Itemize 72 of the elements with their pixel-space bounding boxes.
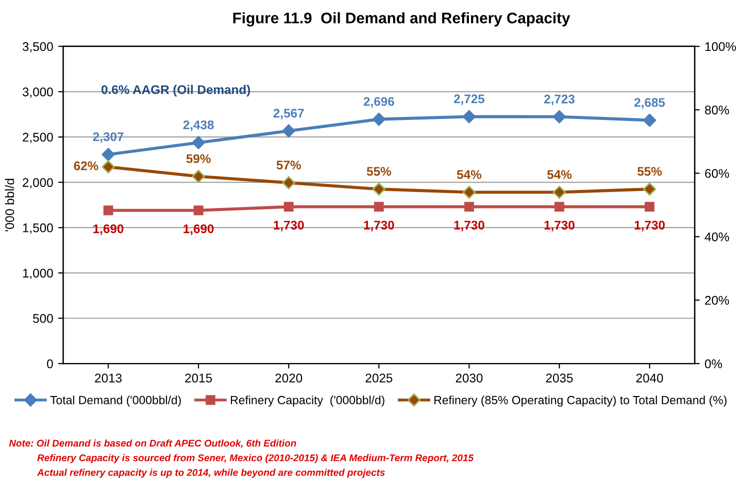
x-tick-label: 2015	[185, 374, 212, 382]
data-label: 54%	[457, 170, 482, 179]
point	[102, 160, 115, 174]
point	[372, 182, 386, 196]
data-label: 1,690	[184, 224, 214, 236]
y-axis-title: '000 bbl/d	[4, 178, 14, 232]
data-label: 1,730	[634, 220, 665, 232]
text: Note: Oil Demand is based on Draft APEC Outlook, 6th Edition	[9, 439, 296, 448]
data-label: 2,696	[364, 97, 394, 108]
data-label: 1,690	[93, 224, 124, 236]
y-tick-label: 3,500	[22, 42, 53, 52]
x-tick-label: 2020	[275, 374, 302, 382]
data-label: 2,723	[544, 94, 575, 106]
point	[643, 114, 656, 127]
data-label: 1,730	[364, 220, 394, 232]
annotation: 0.6% AAGR (Oil Demand)	[102, 84, 250, 97]
point	[102, 148, 115, 162]
point	[644, 202, 654, 212]
point	[284, 202, 294, 212]
data-label: 1,730	[544, 220, 574, 232]
point	[374, 202, 384, 212]
data-label: 1,730	[454, 220, 484, 232]
x-tick-label: 2013	[94, 374, 122, 382]
data-label: 2,725	[454, 94, 484, 106]
data-label: 62%	[74, 161, 98, 170]
point	[464, 202, 474, 212]
data-label: 59%	[186, 154, 211, 164]
x-tick-label: 2030	[456, 374, 483, 382]
x-tick-label: 2040	[636, 374, 664, 382]
data-label: 55%	[637, 166, 662, 176]
y-tick-label: 1,500	[23, 223, 53, 234]
point	[372, 112, 386, 126]
legend-label: Total Demand ('000bbl/d)	[50, 396, 181, 407]
y2-tick-label: 0%	[704, 359, 722, 368]
x-tick-label: 2025	[366, 374, 392, 382]
point	[192, 136, 206, 150]
y2-tick-label: 60%	[705, 169, 729, 178]
y2-tick-label: 40%	[704, 232, 729, 242]
y2-tick-label: 80%	[704, 106, 729, 114]
point	[462, 110, 476, 124]
point	[282, 176, 296, 190]
y-tick-label: 1,000	[23, 268, 53, 280]
data-label: 2,438	[183, 120, 214, 132]
y2-tick-label: 100%	[705, 42, 736, 52]
point	[194, 206, 204, 216]
point	[462, 186, 476, 199]
y-tick-label: 2,000	[22, 178, 53, 188]
y2-tick-label: 20%	[705, 296, 729, 305]
text: Actual refinery capacity is up to 2014, while beyond are committed projects	[36, 468, 385, 478]
point	[554, 202, 564, 212]
data-label: 1,730	[274, 220, 304, 232]
chart-title: Figure 11.9 Oil Demand and Refinery Capacity	[233, 12, 570, 27]
point	[643, 182, 656, 196]
data-label: 57%	[276, 160, 301, 170]
point	[103, 206, 114, 216]
y-tick-label: 3,000	[22, 87, 53, 98]
x-tick-label: 2035	[546, 374, 573, 382]
legend-label: Refinery Capacity ('000bbl/d)	[230, 396, 384, 407]
point	[552, 186, 566, 199]
data-label: 2,307	[93, 132, 124, 143]
y-tick-label: 0	[46, 359, 53, 368]
point	[552, 110, 566, 124]
data-label: 55%	[366, 166, 392, 176]
text: Refinery Capacity is sourced from Sener, Mexico (2010-2015) & IEA Medium-Term Report, 2015	[37, 454, 474, 464]
data-label: 2,685	[634, 98, 665, 109]
y-tick-label: 500	[33, 314, 53, 323]
legend-label: Refinery (85% Operating Capacity) to Total Demand (%)	[434, 396, 726, 407]
data-label: 2,567	[274, 108, 304, 120]
data-label: 54%	[547, 170, 572, 179]
y-tick-label: 2,500	[22, 132, 53, 144]
point	[282, 124, 296, 138]
point	[192, 170, 206, 183]
